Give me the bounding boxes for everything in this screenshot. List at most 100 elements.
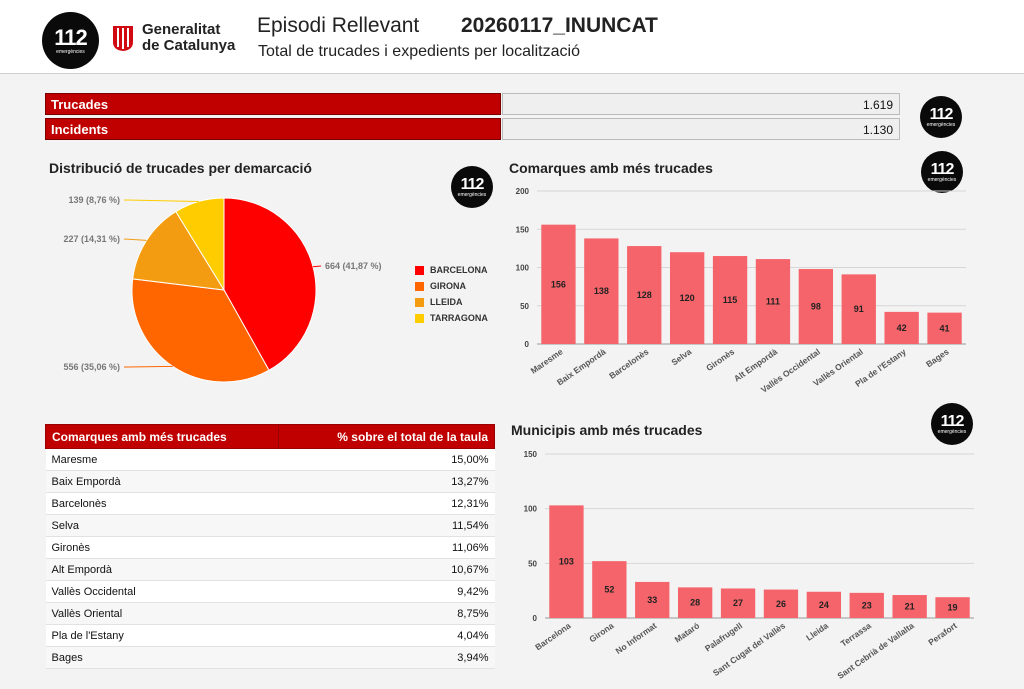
table-cell: Pla de l'Estany: [45, 624, 279, 647]
episode-code: 20260117_INUNCAT: [461, 14, 658, 37]
x-tick-label: Sant Cebrià de Vallalta: [835, 620, 916, 681]
bar-value-label: 115: [723, 295, 738, 305]
page-header: 112 emergències Generalitat de Catalunya…: [0, 0, 1024, 74]
legend-swatch: [415, 313, 424, 323]
logo-112-pie: 112 emergències: [451, 166, 493, 208]
table-cell: 11,54%: [278, 514, 495, 537]
bar-value-label: 120: [680, 293, 695, 303]
pie-slice: [223, 197, 317, 371]
bar-value-label: 21: [905, 602, 915, 612]
table-cell: 4,04%: [278, 624, 495, 647]
bar-value-label: 23: [862, 600, 872, 610]
bar-value-label: 27: [733, 598, 743, 608]
bar: [849, 592, 884, 618]
y-tick-label: 100: [516, 264, 530, 273]
pie-label-connector: [123, 238, 147, 241]
table-cell: Vallès Oriental: [45, 602, 279, 625]
municipis-bar-chart: 0 50 100 150 103 Barcelona 52 Girona 33 No Inform…: [524, 450, 974, 681]
bar: [627, 246, 662, 344]
table-header-cell: Comarques amb més trucades: [45, 424, 279, 449]
table-cell: 3,94%: [278, 646, 495, 669]
gencat-logo-text: Generalitat de Catalunya: [142, 21, 236, 54]
logo-112-kpi: 112 emergències: [920, 96, 962, 138]
page-subtitle: Total de trucades i expedients per local…: [258, 43, 580, 60]
pie-chart-title: Distribució de trucades per demarcació: [49, 160, 312, 176]
y-tick-label: 0: [525, 340, 530, 349]
kpi-row-calls: Trucades 1.619: [45, 93, 900, 117]
bar: [892, 595, 927, 618]
bar-value-label: 26: [776, 599, 786, 609]
table-cell: 9,42%: [278, 580, 495, 603]
pie-data-label: 556 (35,06 %): [63, 362, 120, 372]
legend-swatch: [415, 297, 424, 307]
legend-swatch: [415, 265, 424, 275]
bar: [541, 224, 576, 344]
bar-value-label: 91: [854, 304, 864, 314]
bar-value-label: 98: [811, 302, 821, 312]
table-header-row: Comarques amb més trucades % sobre el to…: [45, 424, 495, 449]
pie-legend: BARCELONA GIRONA LLEIDA TARRAGONA: [415, 262, 488, 326]
kpi-label: Trucades: [45, 93, 501, 115]
bar: [584, 238, 619, 344]
bar: [635, 581, 670, 618]
municipis-chart-title: Municipis amb més trucades: [511, 422, 703, 438]
bar-value-label: 138: [594, 286, 609, 296]
legend-item: TARRAGONA: [415, 310, 488, 326]
table-header-cell: % sobre el total de la taula: [278, 424, 495, 449]
bar-value-label: 156: [551, 279, 566, 289]
pie-data-label: 227 (14,31 %): [63, 234, 120, 244]
kpi-value: 1.619: [502, 93, 900, 115]
y-tick-label: 200: [516, 187, 530, 196]
y-tick-label: 0: [533, 614, 538, 623]
table-cell: 8,75%: [278, 602, 495, 625]
bar: [927, 312, 962, 344]
comarques-chart-title: Comarques amb més trucades: [509, 160, 713, 176]
bar-value-label: 28: [690, 598, 700, 608]
page-title: Episodi Rellevant: [257, 14, 420, 37]
bar: [592, 561, 627, 618]
x-tick-label: Mataró: [673, 620, 702, 644]
bar-value-label: 19: [948, 603, 958, 613]
table-cell: Barcelonès: [45, 492, 279, 515]
x-tick-label: Barcelonès: [607, 346, 650, 381]
table-cell: 12,31%: [278, 492, 495, 515]
table-cell: Maresme: [45, 448, 279, 471]
bar: [669, 252, 705, 344]
x-tick-label: Lleida: [804, 620, 830, 642]
table-cell: Bages: [45, 646, 279, 669]
legend-swatch: [415, 281, 424, 291]
y-tick-label: 100: [524, 505, 538, 514]
table-row: Barcelonès 12,31%: [45, 492, 495, 515]
pie-label-connector: [123, 199, 199, 202]
table-row: Baix Empordà 13,27%: [45, 470, 495, 493]
x-tick-label: Selva: [669, 346, 693, 367]
pie-slice: [132, 210, 225, 291]
bar-value-label: 24: [819, 600, 829, 610]
y-tick-label: 150: [524, 450, 538, 459]
comarques-table: Comarques amb més trucades % sobre el to…: [45, 424, 495, 669]
legend-item: BARCELONA: [415, 262, 488, 278]
gencat-emblem-icon: [113, 26, 133, 51]
bar-value-label: 41: [940, 323, 950, 333]
pie-label-connector: [123, 365, 173, 368]
y-tick-label: 50: [520, 302, 529, 311]
legend-label: GIRONA: [430, 281, 466, 291]
pie-data-label: 139 (8,76 %): [68, 195, 120, 205]
table-row: Selva 11,54%: [45, 514, 495, 537]
bar: [884, 311, 919, 344]
kpi-row-incidents: Incidents 1.130: [45, 118, 900, 142]
kpi-value: 1.130: [502, 118, 900, 140]
x-tick-label: Barcelona: [533, 620, 573, 652]
table-cell: Vallès Occidental: [45, 580, 279, 603]
table-cell: 10,67%: [278, 558, 495, 581]
bar: [935, 597, 970, 618]
bar: [763, 589, 799, 618]
table-row: Gironès 11,06%: [45, 536, 495, 559]
x-tick-label: Bages: [924, 346, 951, 369]
pie-slice: [175, 197, 225, 292]
x-tick-label: Girona: [587, 620, 615, 644]
table-row: Bages 3,94%: [45, 646, 495, 669]
x-tick-label: Perafort: [926, 620, 959, 647]
bar-value-label: 103: [559, 557, 574, 567]
